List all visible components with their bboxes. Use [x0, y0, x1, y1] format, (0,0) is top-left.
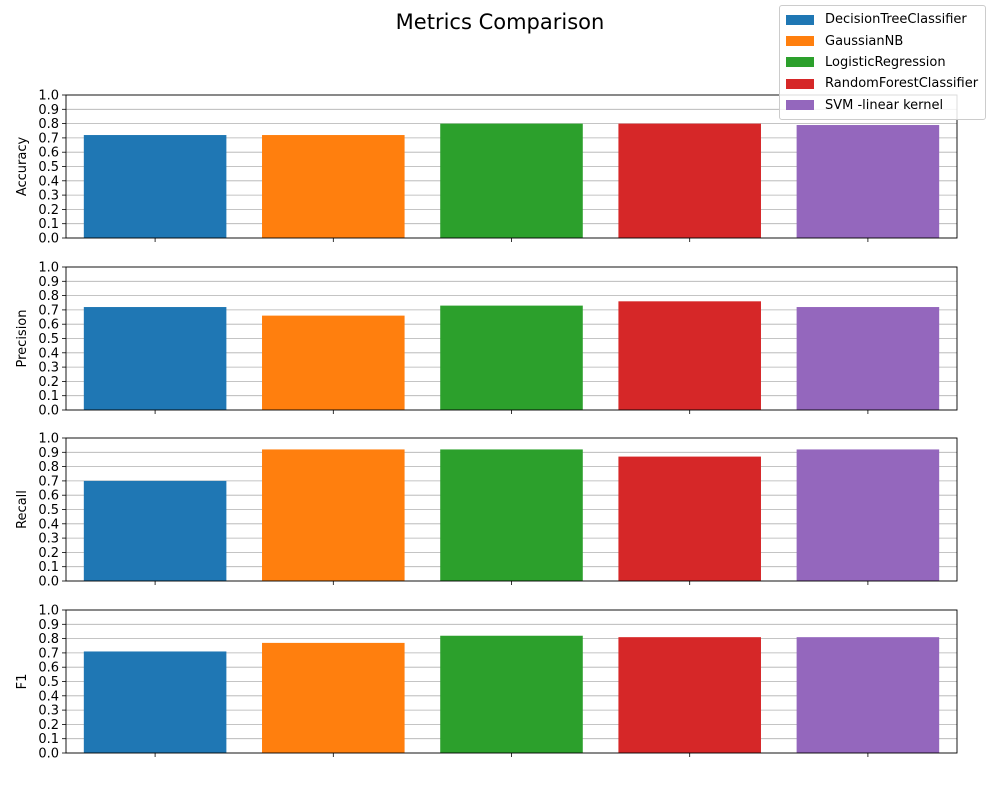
legend-item: GaussianNB	[780, 30, 985, 51]
y-tick-label: 0.7	[38, 646, 59, 661]
axes-frame	[65, 266, 958, 411]
legend-label: LogisticRegression	[825, 54, 946, 70]
y-tick-label: 0.4	[38, 517, 59, 532]
legend-item: DecisionTreeClassifier	[780, 9, 985, 30]
y-tick-label: 0.5	[38, 332, 59, 347]
y-tick-label: 1.0	[38, 604, 59, 619]
bar	[262, 135, 405, 238]
y-tick-label: 1.0	[38, 432, 59, 447]
y-tick-label: 0.3	[38, 532, 59, 547]
y-tick-label: 0.5	[38, 675, 59, 690]
y-tick-label: 0.9	[38, 618, 59, 633]
axes-frame	[65, 94, 958, 239]
bar	[440, 449, 583, 581]
legend-label: GaussianNB	[825, 33, 904, 49]
legend: DecisionTreeClassifier GaussianNB Logist…	[779, 5, 986, 120]
bar	[796, 637, 940, 753]
legend-swatch	[786, 36, 814, 47]
y-tick-label: 0.4	[38, 689, 59, 704]
legend-swatch	[786, 78, 814, 89]
axes-frame	[65, 609, 958, 754]
y-tick-label: 0.9	[38, 275, 59, 290]
y-tick-label: 0.0	[38, 575, 59, 590]
y-tick-label: 0.2	[38, 203, 59, 218]
y-tick-label: 0.1	[38, 389, 59, 404]
y-tick-label: 0.1	[38, 560, 59, 575]
y-tick-label: 0.8	[38, 632, 59, 647]
bar	[83, 307, 227, 410]
y-tick-label: 0.7	[38, 303, 59, 318]
bar	[618, 123, 761, 238]
bar	[796, 307, 940, 410]
bar	[440, 123, 583, 238]
y-tick-label: 0.1	[38, 217, 59, 232]
y-tick-label: 0.0	[38, 232, 59, 247]
y-tick-label: 0.2	[38, 718, 59, 733]
legend-item: SVM -linear kernel	[780, 95, 985, 116]
chart-title: Metrics Comparison	[395, 10, 605, 34]
y-tick-label: 0.6	[38, 661, 59, 676]
bar	[618, 456, 761, 581]
y-tick-label: 0.2	[38, 375, 59, 390]
y-axis-label: Precision	[15, 309, 30, 367]
y-tick-label: 0.8	[38, 117, 59, 132]
legend-swatch	[786, 100, 814, 111]
bar	[618, 637, 761, 753]
bar	[440, 305, 583, 410]
y-tick-label: 0.1	[38, 732, 59, 747]
bar	[83, 651, 227, 753]
y-tick-label: 0.4	[38, 174, 59, 189]
legend-item: LogisticRegression	[780, 52, 985, 73]
bar	[262, 449, 405, 581]
y-tick-label: 0.6	[38, 318, 59, 333]
y-tick-label: 0.7	[38, 131, 59, 146]
legend-item: RandomForestClassifier	[780, 73, 985, 94]
y-axis-label: Recall	[15, 490, 30, 529]
y-tick-label: 0.6	[38, 489, 59, 504]
y-tick-label: 0.0	[38, 404, 59, 419]
legend-label: RandomForestClassifier	[825, 76, 979, 92]
y-tick-label: 0.6	[38, 146, 59, 161]
y-tick-label: 0.3	[38, 704, 59, 719]
bar	[618, 301, 761, 410]
y-tick-label: 0.5	[38, 160, 59, 175]
legend-label: SVM -linear kernel	[825, 97, 944, 113]
y-tick-label: 1.0	[38, 89, 59, 104]
bar	[83, 135, 227, 238]
y-tick-label: 0.3	[38, 361, 59, 376]
y-tick-label: 0.7	[38, 474, 59, 489]
bar	[796, 449, 940, 581]
bar	[262, 315, 405, 410]
legend-swatch	[786, 57, 814, 68]
y-axis-label: F1	[15, 674, 30, 690]
legend-swatch	[786, 14, 814, 25]
bar	[83, 480, 227, 581]
y-tick-label: 1.0	[38, 261, 59, 276]
y-tick-label: 0.4	[38, 346, 59, 361]
y-axis-label: Accuracy	[15, 137, 30, 197]
y-tick-label: 0.0	[38, 747, 59, 762]
y-tick-label: 0.2	[38, 546, 59, 561]
bar	[262, 642, 405, 753]
bar	[796, 125, 940, 238]
y-tick-label: 0.8	[38, 460, 59, 475]
y-tick-label: 0.9	[38, 103, 59, 118]
y-tick-label: 0.9	[38, 446, 59, 461]
y-tick-label: 0.5	[38, 503, 59, 518]
y-tick-label: 0.3	[38, 189, 59, 204]
bar	[440, 635, 583, 753]
legend-label: DecisionTreeClassifier	[825, 12, 967, 28]
axes-frame	[65, 437, 958, 582]
y-tick-label: 0.8	[38, 289, 59, 304]
